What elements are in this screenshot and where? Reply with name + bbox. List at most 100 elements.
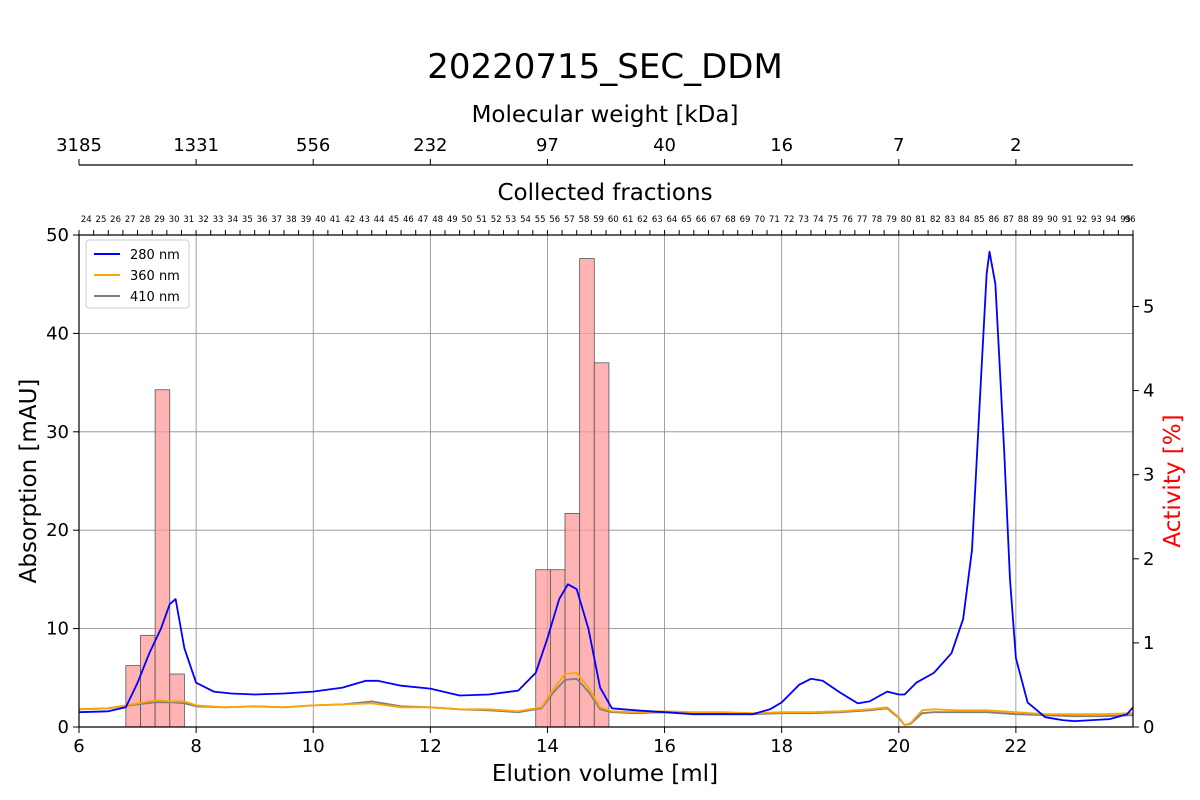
y2-axis-label: Activity [%] xyxy=(1160,414,1186,547)
x-tick-label: 22 xyxy=(1004,736,1027,757)
fraction-label: 82 xyxy=(930,215,941,225)
fraction-label: 32 xyxy=(198,215,209,225)
mw-tick-label: 1331 xyxy=(173,135,219,156)
fraction-label: 74 xyxy=(813,215,824,225)
fraction-label: 83 xyxy=(945,215,956,225)
fraction-label: 45 xyxy=(388,215,399,225)
fraction-label: 44 xyxy=(374,215,385,225)
mw-tick-label: 3185 xyxy=(56,135,102,156)
x-tick-label: 10 xyxy=(302,736,325,757)
fraction-label: 64 xyxy=(666,215,677,225)
y-tick-label: 10 xyxy=(46,619,69,640)
fraction-label: 24 xyxy=(81,215,92,225)
fraction-label: 30 xyxy=(169,215,180,225)
fraction-label: 85 xyxy=(974,215,985,225)
x-tick-label: 12 xyxy=(419,736,442,757)
y-tick-label: 0 xyxy=(58,717,69,738)
fraction-label: 80 xyxy=(901,215,912,225)
x-axis-label: Elution volume [ml] xyxy=(492,761,718,787)
fraction-label: 59 xyxy=(593,215,604,225)
legend-label: 280 nm xyxy=(130,248,180,263)
fraction-label: 90 xyxy=(1047,215,1058,225)
fraction-label: 81 xyxy=(915,215,926,225)
x-tick-label: 18 xyxy=(770,736,793,757)
fraction-label: 88 xyxy=(1018,215,1029,225)
fraction-label: 87 xyxy=(1003,215,1014,225)
mw-tick-label: 556 xyxy=(296,135,330,156)
activity-bar xyxy=(579,258,595,728)
fraction-label: 69 xyxy=(740,215,751,225)
fraction-label: 56 xyxy=(549,215,560,225)
y2-tick-label: 4 xyxy=(1143,381,1154,402)
fraction-label: 27 xyxy=(125,215,136,225)
fraction-label: 92 xyxy=(1076,215,1087,225)
fraction-label: 42 xyxy=(344,215,355,225)
fraction-label: 67 xyxy=(710,215,721,225)
fraction-label: 34 xyxy=(227,215,238,225)
fraction-label: 26 xyxy=(110,215,121,225)
y-axis-label: Absorption [mAU] xyxy=(16,379,42,584)
fraction-label: 43 xyxy=(359,215,370,225)
x-tick-label: 6 xyxy=(73,736,84,757)
fraction-label: 55 xyxy=(535,215,546,225)
fraction-label: 77 xyxy=(857,215,868,225)
x-tick-label: 16 xyxy=(653,736,676,757)
fraction-label: 73 xyxy=(798,215,809,225)
series-line xyxy=(78,672,1134,726)
fraction-label: 54 xyxy=(520,215,531,225)
fraction-label: 57 xyxy=(564,215,575,225)
fraction-label: 96 xyxy=(1125,215,1136,225)
fraction-label: 38 xyxy=(286,215,297,225)
fraction-label: 33 xyxy=(213,215,224,225)
legend: 280 nm 360 nm 410 nm xyxy=(85,239,190,309)
y2-tick-label: 0 xyxy=(1143,717,1154,738)
y2-tick-label: 2 xyxy=(1143,549,1154,570)
fraction-label: 78 xyxy=(871,215,882,225)
x-tick-label: 8 xyxy=(190,736,201,757)
fraction-label: 28 xyxy=(139,215,150,225)
absorbance-lines xyxy=(78,250,1134,726)
fraction-label: 79 xyxy=(886,215,897,225)
legend-label: 410 nm xyxy=(130,290,180,305)
fraction-label: 31 xyxy=(183,215,194,225)
fraction-label: 47 xyxy=(418,215,429,225)
fraction-label: 71 xyxy=(769,215,780,225)
fraction-label: 52 xyxy=(491,215,502,225)
y2-tick-label: 5 xyxy=(1143,296,1154,317)
fraction-label: 63 xyxy=(652,215,663,225)
activity-bars xyxy=(125,258,610,728)
fraction-label: 40 xyxy=(315,215,326,225)
activity-bar xyxy=(564,512,581,728)
y2-tick-label: 3 xyxy=(1143,465,1154,486)
fraction-label: 48 xyxy=(432,215,443,225)
fraction-label: 94 xyxy=(1106,215,1117,225)
fraction-label: 46 xyxy=(403,215,414,225)
y-tick-label: 50 xyxy=(46,225,69,246)
activity-bar xyxy=(140,634,156,728)
fraction-label: 76 xyxy=(842,215,853,225)
legend-label: 360 nm xyxy=(130,269,180,284)
legend-box xyxy=(85,239,190,309)
mw-tick-label: 2 xyxy=(1010,135,1021,156)
y-tick-label: 20 xyxy=(46,520,69,541)
y-tick-label: 40 xyxy=(46,323,69,344)
fraction-label: 41 xyxy=(330,215,341,225)
fraction-label: 84 xyxy=(959,215,970,225)
top-axis-label: Molecular weight [kDa] xyxy=(472,102,739,128)
series-line xyxy=(78,250,1134,722)
y2-tick-label: 1 xyxy=(1143,633,1154,654)
fraction-label: 86 xyxy=(989,215,1000,225)
x-tick-label: 20 xyxy=(887,736,910,757)
activity-bar xyxy=(535,569,551,728)
fraction-label: 61 xyxy=(623,215,634,225)
activity-bar xyxy=(154,389,171,728)
fraction-label: 68 xyxy=(725,215,736,225)
y-tick-label: 30 xyxy=(46,422,69,443)
fractions-label: Collected fractions xyxy=(497,180,712,206)
fraction-label: 75 xyxy=(827,215,838,225)
fraction-label: 25 xyxy=(96,215,107,225)
fraction-label: 49 xyxy=(447,215,458,225)
x-tick-label: 14 xyxy=(536,736,559,757)
